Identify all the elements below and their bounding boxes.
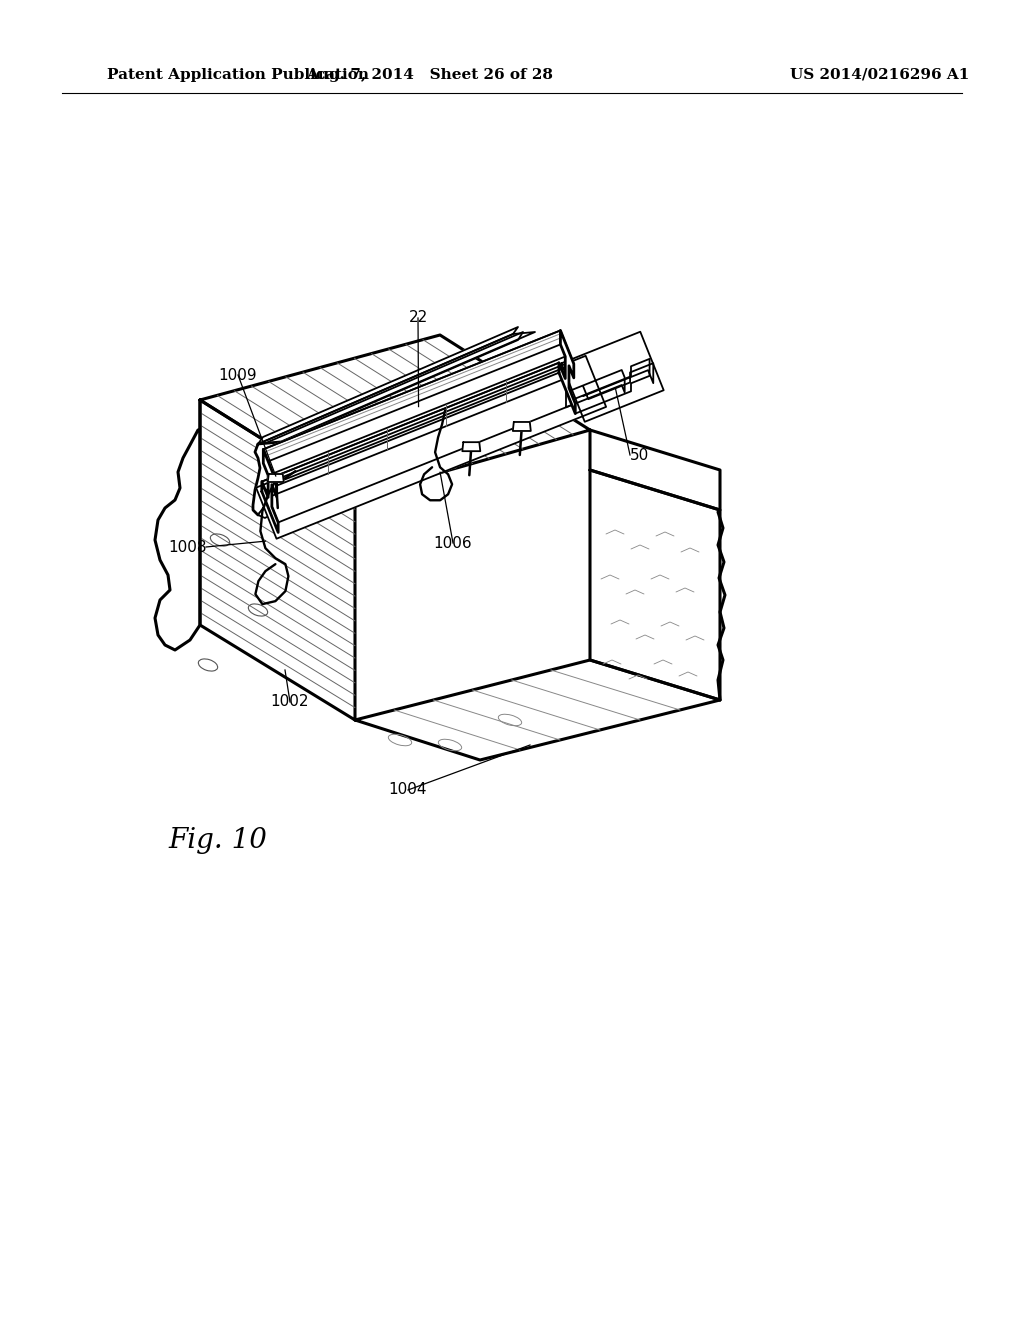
- Polygon shape: [263, 387, 538, 508]
- Polygon shape: [200, 400, 355, 719]
- Text: 1004: 1004: [389, 783, 427, 797]
- Polygon shape: [561, 331, 664, 422]
- Text: 1008: 1008: [168, 540, 207, 554]
- Polygon shape: [258, 399, 520, 515]
- Polygon shape: [295, 356, 555, 498]
- Polygon shape: [262, 363, 575, 523]
- Polygon shape: [262, 449, 279, 532]
- Polygon shape: [268, 338, 550, 458]
- Polygon shape: [265, 389, 535, 508]
- Polygon shape: [200, 335, 590, 498]
- Polygon shape: [263, 330, 560, 463]
- Polygon shape: [263, 333, 523, 450]
- Polygon shape: [263, 330, 573, 483]
- Text: Fig. 10: Fig. 10: [169, 826, 267, 854]
- Text: Aug. 7, 2014   Sheet 26 of 28: Aug. 7, 2014 Sheet 26 of 28: [306, 69, 554, 82]
- Polygon shape: [267, 474, 284, 482]
- Polygon shape: [256, 356, 606, 539]
- Polygon shape: [258, 498, 282, 517]
- Text: US 2014/0216296 A1: US 2014/0216296 A1: [790, 69, 970, 82]
- Text: 1006: 1006: [434, 536, 472, 550]
- Polygon shape: [258, 327, 518, 444]
- Text: 1009: 1009: [219, 367, 257, 383]
- Text: Patent Application Publication: Patent Application Publication: [106, 69, 369, 82]
- Polygon shape: [355, 660, 720, 760]
- Polygon shape: [280, 360, 540, 500]
- Polygon shape: [590, 470, 720, 700]
- Polygon shape: [253, 442, 305, 515]
- Polygon shape: [258, 333, 535, 444]
- Polygon shape: [262, 363, 559, 491]
- Polygon shape: [462, 442, 480, 451]
- Text: 50: 50: [630, 447, 649, 462]
- Polygon shape: [590, 430, 720, 510]
- Polygon shape: [559, 330, 575, 413]
- Polygon shape: [268, 356, 565, 498]
- Polygon shape: [280, 389, 560, 506]
- Text: 1002: 1002: [270, 694, 309, 710]
- Polygon shape: [513, 422, 530, 430]
- Text: 22: 22: [409, 310, 428, 326]
